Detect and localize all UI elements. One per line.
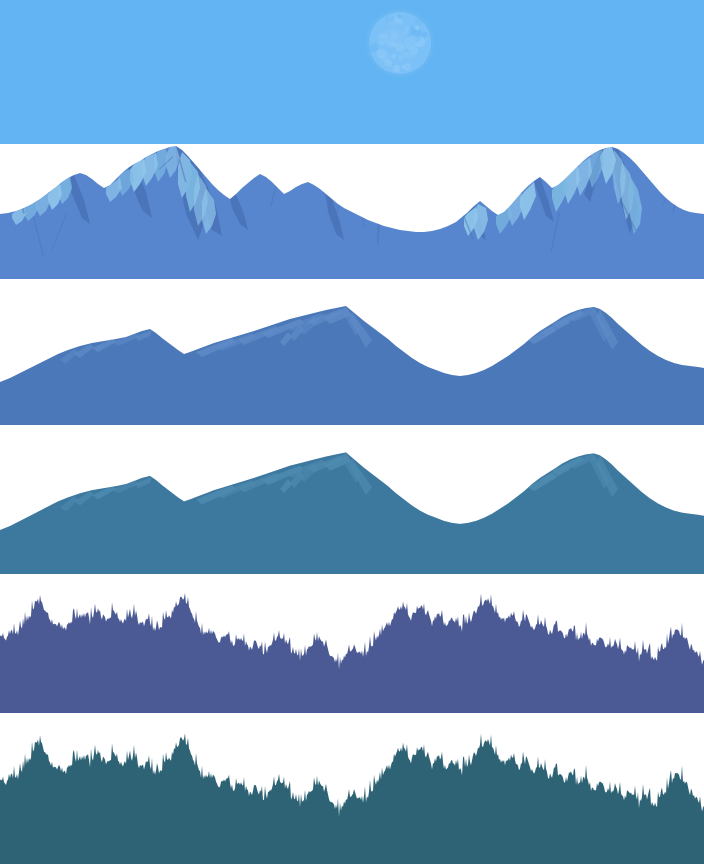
rocky-mountain-band (0, 144, 704, 279)
ridge-highlight-streaks (60, 307, 618, 364)
moon-craters (369, 13, 429, 73)
sky-fill (0, 0, 704, 144)
sky-band (0, 0, 704, 144)
noise-ridge-silhouette (0, 592, 704, 713)
rock-silhouette (0, 146, 704, 279)
smooth-hills-teal-band (0, 436, 704, 574)
ridge-silhouette (0, 452, 704, 574)
ridge-highlight-streaks (60, 453, 618, 512)
ridge-silhouette (0, 306, 704, 425)
smooth-hills-blue-band (0, 290, 704, 425)
noise-ridge-silhouette (0, 733, 704, 864)
jagged-noise-teal-band (0, 730, 704, 864)
jagged-noise-indigo-band (0, 590, 704, 713)
